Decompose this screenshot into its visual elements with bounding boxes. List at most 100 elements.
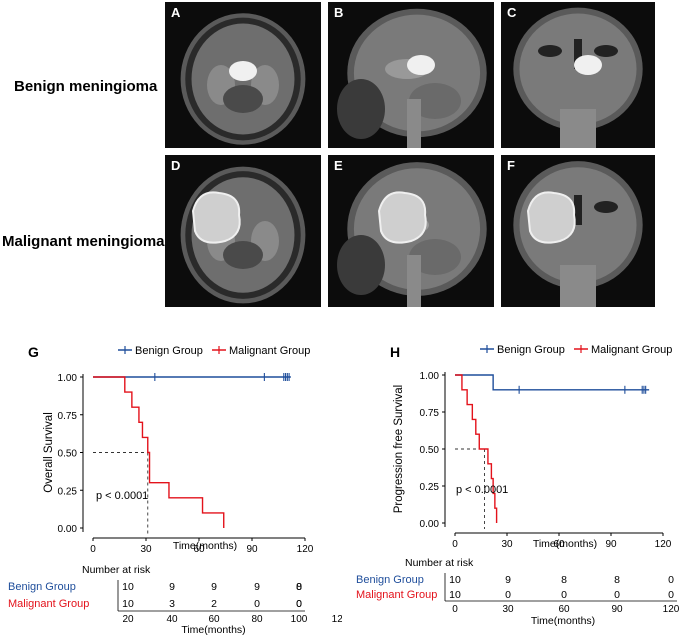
mri-panel-c: C <box>501 2 655 148</box>
panel-letter: F <box>507 158 515 173</box>
risk-table-cell: 8 <box>614 574 620 586</box>
risk-table-cell: 9 <box>211 581 217 593</box>
survival-curve-benign <box>455 374 650 391</box>
legend-label: Benign Group <box>497 344 565 356</box>
risk-table-cell: 0 <box>254 598 260 610</box>
km-plot-overall-survival: G Benign Group Malignant Group 0.00 0.25 0.50… <box>8 344 342 636</box>
risk-table-axis-tick: 0 <box>452 604 458 615</box>
x-tick-label: 30 <box>140 544 152 555</box>
benign-row-label: Benign meningioma <box>14 78 158 95</box>
y-tick-label: 0.00 <box>420 519 440 530</box>
x-tick-label: 0 <box>452 539 458 550</box>
mri-panel-e: E <box>328 155 494 307</box>
y-tick-label: 0.50 <box>58 449 78 460</box>
risk-table-axis-tick: 120 <box>332 614 342 625</box>
risk-table-axis-tick: 100 <box>291 614 308 625</box>
mri-image <box>513 7 643 148</box>
x-axis-label: Time(months) <box>533 538 597 550</box>
legend-label: Malignant Group <box>229 345 310 357</box>
panel-letter: G <box>28 344 39 360</box>
mri-panel-b: B <box>328 2 494 148</box>
y-tick-label: 0.50 <box>420 445 440 456</box>
x-tick-label: 60 <box>553 539 565 550</box>
panel-letter: A <box>171 5 181 20</box>
risk-table-cell: 9 <box>254 581 260 593</box>
risk-table-axis-tick: 90 <box>611 604 623 615</box>
mri-image <box>180 166 306 304</box>
x-axis-label: Time(months) <box>173 540 237 552</box>
panel-letter: B <box>334 5 344 20</box>
risk-table-cell: 0 <box>614 589 620 601</box>
risk-table-row-label: Benign Group <box>8 581 76 593</box>
y-tick-label: 1.00 <box>420 371 440 382</box>
tumor-lesion <box>229 61 257 81</box>
risk-table-cell: 3 <box>169 598 175 610</box>
y-tick-label: 0.00 <box>58 524 78 535</box>
risk-table-cell: 10 <box>449 574 461 586</box>
mri-image <box>513 161 643 307</box>
tumor-lesion <box>574 55 602 75</box>
risk-table-cell: 8 <box>561 574 567 586</box>
risk-table-cell: 0 <box>296 598 302 610</box>
tumor-lesion <box>377 191 427 244</box>
mri-panel-d: D <box>165 155 321 307</box>
mri-panel-a: A <box>165 2 321 148</box>
risk-table-cell: 9 <box>169 581 175 593</box>
panel-letter: E <box>334 158 343 173</box>
y-tick-label: 1.00 <box>58 373 78 384</box>
panel-letter: H <box>390 344 400 360</box>
risk-table-title: Number at risk <box>405 557 474 569</box>
risk-table-axis-tick: 80 <box>251 614 263 625</box>
risk-table-axis-tick: 40 <box>166 614 178 625</box>
y-axis-label: Overall Survival <box>43 412 55 493</box>
x-tick-label: 120 <box>297 544 314 555</box>
y-axis-label: Progression free Survival <box>393 385 405 513</box>
malignant-row-label: Malignant meningioma <box>2 233 165 250</box>
mri-image <box>337 8 487 148</box>
risk-table-axis-label: Time(months) <box>181 624 245 636</box>
x-tick-label: 120 <box>655 539 672 550</box>
mri-image <box>180 13 306 145</box>
risk-table-row-label: Benign Group <box>356 574 424 586</box>
survival-curve-malignant <box>93 376 225 528</box>
y-tick-label: 0.75 <box>420 408 440 419</box>
risk-table-cell: 8 <box>296 581 302 593</box>
risk-table-cell: 10 <box>122 598 134 610</box>
tumor-lesion <box>407 55 435 75</box>
tumor-lesion <box>191 191 241 244</box>
panel-letter: D <box>171 158 181 173</box>
risk-table-axis-tick: 60 <box>208 614 220 625</box>
x-tick-label: 0 <box>90 544 96 555</box>
mri-panel-f: F <box>501 155 655 307</box>
risk-table-cell: 0 <box>668 589 674 601</box>
tumor-lesion <box>526 191 576 244</box>
x-tick-label: 90 <box>246 544 258 555</box>
risk-table-cell: 0 <box>296 598 302 610</box>
risk-table-row-label: Malignant Group <box>356 589 437 601</box>
risk-table-title: Number at risk <box>82 564 151 576</box>
risk-table-cell: 0 <box>296 581 302 593</box>
risk-table-cell: 0 <box>668 574 674 586</box>
risk-table-cell: 9 <box>505 574 511 586</box>
risk-table-cell: 0 <box>561 589 567 601</box>
x-tick-label: 30 <box>501 539 513 550</box>
panel-letter: C <box>507 5 517 20</box>
risk-table-cell: 10 <box>122 581 134 593</box>
risk-table-cell: 0 <box>505 589 511 601</box>
y-tick-label: 0.75 <box>58 411 78 422</box>
survival-curve-malignant <box>455 374 498 523</box>
risk-table-axis-tick: 30 <box>502 604 514 615</box>
risk-table-row-label: Malignant Group <box>8 598 89 610</box>
x-tick-label: 60 <box>193 544 205 555</box>
risk-table-cell: 10 <box>449 589 461 601</box>
mri-image <box>337 162 487 307</box>
risk-table-axis-tick: 120 <box>663 604 680 615</box>
risk-table-cell: 2 <box>211 598 217 610</box>
legend-label: Benign Group <box>135 345 203 357</box>
risk-table-axis-tick: 60 <box>558 604 570 615</box>
x-tick-label: 90 <box>605 539 617 550</box>
p-value-label: p < 0.0001 <box>456 484 508 496</box>
y-tick-label: 0.25 <box>420 482 440 493</box>
risk-table-axis-label: Time(months) <box>531 615 595 627</box>
risk-table-axis-tick: 20 <box>122 614 134 625</box>
